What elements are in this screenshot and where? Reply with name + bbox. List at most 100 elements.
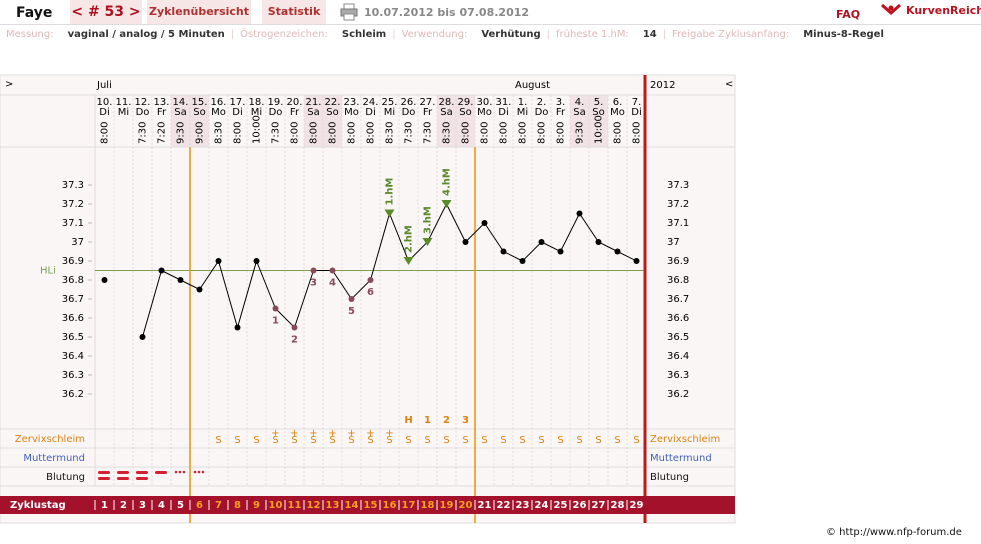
cycle-nav[interactable]: < # 53 > bbox=[70, 0, 142, 24]
time-label: 8:00 bbox=[518, 122, 529, 144]
nav-left: > bbox=[5, 79, 13, 90]
y-tick-label: 36.2 bbox=[62, 389, 84, 400]
separator: | bbox=[230, 29, 235, 40]
y-tick-label-right: 37.1 bbox=[667, 218, 689, 229]
y-tick-label: 36.9 bbox=[62, 256, 84, 267]
time-label: 8:00 bbox=[632, 122, 643, 144]
cycle-day: 29 bbox=[630, 500, 644, 511]
cycle-day: 26 bbox=[573, 500, 587, 511]
mucus-plus: + bbox=[309, 428, 317, 439]
date-label: 29. bbox=[458, 97, 474, 108]
cycle-day: 5 bbox=[177, 500, 184, 511]
y-tick-label-right: 36.2 bbox=[667, 389, 689, 400]
weekday-label: Sa bbox=[573, 107, 585, 118]
time-label: 8:00 bbox=[328, 122, 339, 144]
row-label: Blutung bbox=[650, 472, 689, 483]
time-label: 8:00 bbox=[499, 122, 510, 144]
y-tick-label: 37.3 bbox=[62, 180, 84, 191]
y-tick-label: 36.3 bbox=[62, 370, 84, 381]
y-tick-label-right: 37.2 bbox=[667, 199, 689, 210]
temperature-point bbox=[633, 258, 640, 264]
date-label: 15. bbox=[192, 97, 208, 108]
y-tick-label-right: 36.6 bbox=[667, 313, 689, 324]
mucus: S bbox=[557, 435, 563, 446]
cycle-day: 3 bbox=[139, 500, 146, 511]
temperature-point bbox=[367, 277, 374, 283]
cycle-day: 10 bbox=[269, 500, 283, 511]
temperature-point bbox=[310, 267, 317, 274]
tab[interactable]: Zyklenübersicht bbox=[147, 0, 251, 24]
cycle-day: 17 bbox=[402, 500, 416, 511]
y-tick-label-right: 36.4 bbox=[667, 351, 689, 362]
date-label: 23. bbox=[344, 97, 360, 108]
time-label: 9:30 bbox=[575, 122, 586, 144]
time-label: 8:00 bbox=[366, 122, 377, 144]
high-point bbox=[422, 238, 433, 246]
weekday-label: Mi bbox=[251, 107, 262, 118]
weekday-label: Mo bbox=[344, 107, 359, 118]
mucus: S bbox=[443, 435, 449, 446]
y-tick-label: 36.6 bbox=[62, 313, 84, 324]
faq-link[interactable]: FAQ bbox=[836, 8, 861, 21]
date-label: 2. bbox=[537, 97, 547, 108]
setting-value: vaginal / analog / 5 Minuten bbox=[67, 29, 225, 40]
time-label: 10:00 bbox=[252, 115, 263, 144]
setting-value: Minus-8-Regel bbox=[803, 29, 884, 40]
mucus: S bbox=[424, 435, 430, 446]
time-label: 8:00 bbox=[347, 122, 358, 144]
setting-label: Verwendung: bbox=[401, 29, 468, 40]
weekday-label: Mi bbox=[118, 107, 129, 118]
weekend-column bbox=[437, 95, 456, 147]
weekday-label: Mo bbox=[477, 107, 492, 118]
cycle-day: 16 bbox=[383, 500, 397, 511]
time-label: 8:00 bbox=[233, 122, 244, 144]
temperature-point bbox=[557, 248, 564, 255]
temperature-point bbox=[519, 258, 526, 264]
high-point bbox=[441, 200, 452, 208]
time-label: 8:00 bbox=[556, 122, 567, 144]
weekend-column bbox=[171, 95, 190, 147]
temperature-point bbox=[595, 239, 602, 245]
cycle-day: 24 bbox=[535, 500, 549, 511]
date-label: 5. bbox=[594, 97, 604, 108]
weekday-label: Mo bbox=[610, 107, 625, 118]
bleeding-icons bbox=[98, 470, 205, 480]
mucus-plus: + bbox=[366, 428, 374, 439]
setting-value: Verhütung bbox=[481, 29, 541, 40]
print-icon[interactable] bbox=[340, 3, 358, 21]
cycle-day: 25 bbox=[554, 500, 568, 511]
setting-label: Messung: bbox=[6, 29, 54, 40]
time-label: 7:20 bbox=[157, 122, 168, 144]
high-label: 4.hM bbox=[442, 168, 453, 196]
mucus: S bbox=[329, 435, 335, 446]
low-label: 5 bbox=[348, 306, 355, 317]
settings-bar: Messung: vaginal / analog / 5 Minuten | Öst… bbox=[6, 29, 890, 40]
mucus: S bbox=[272, 435, 278, 446]
time-label: 10:00 bbox=[594, 115, 605, 144]
date-label: 28. bbox=[439, 97, 455, 108]
temperature-point bbox=[272, 305, 279, 312]
weekday-label: Fr bbox=[423, 107, 433, 118]
date-label: 1. bbox=[518, 97, 528, 108]
temperature-point bbox=[101, 277, 108, 283]
mucus: S bbox=[310, 435, 316, 446]
peak-label: 3 bbox=[462, 415, 469, 426]
weekend-column bbox=[323, 95, 342, 147]
time-label: 8:30 bbox=[214, 122, 225, 144]
date-label: 11. bbox=[116, 97, 132, 108]
low-label: 2 bbox=[291, 335, 298, 346]
y-tick-label-right: 36.3 bbox=[667, 370, 689, 381]
time-label: 7:30 bbox=[271, 122, 282, 144]
tab[interactable]: Statistik bbox=[262, 0, 326, 24]
y-tick-label-right: 36.5 bbox=[667, 332, 689, 343]
date-label: 14. bbox=[173, 97, 189, 108]
row-label: Muttermund bbox=[650, 453, 712, 464]
weekday-label: So bbox=[326, 107, 338, 118]
chart-frame bbox=[0, 74, 736, 524]
weekday-label: Do bbox=[136, 107, 150, 118]
cycle-day: 9 bbox=[253, 500, 260, 511]
date-label: 3. bbox=[556, 97, 566, 108]
weekday-label: Di bbox=[232, 107, 242, 118]
logo[interactable]: KurvenReich bbox=[906, 4, 981, 17]
